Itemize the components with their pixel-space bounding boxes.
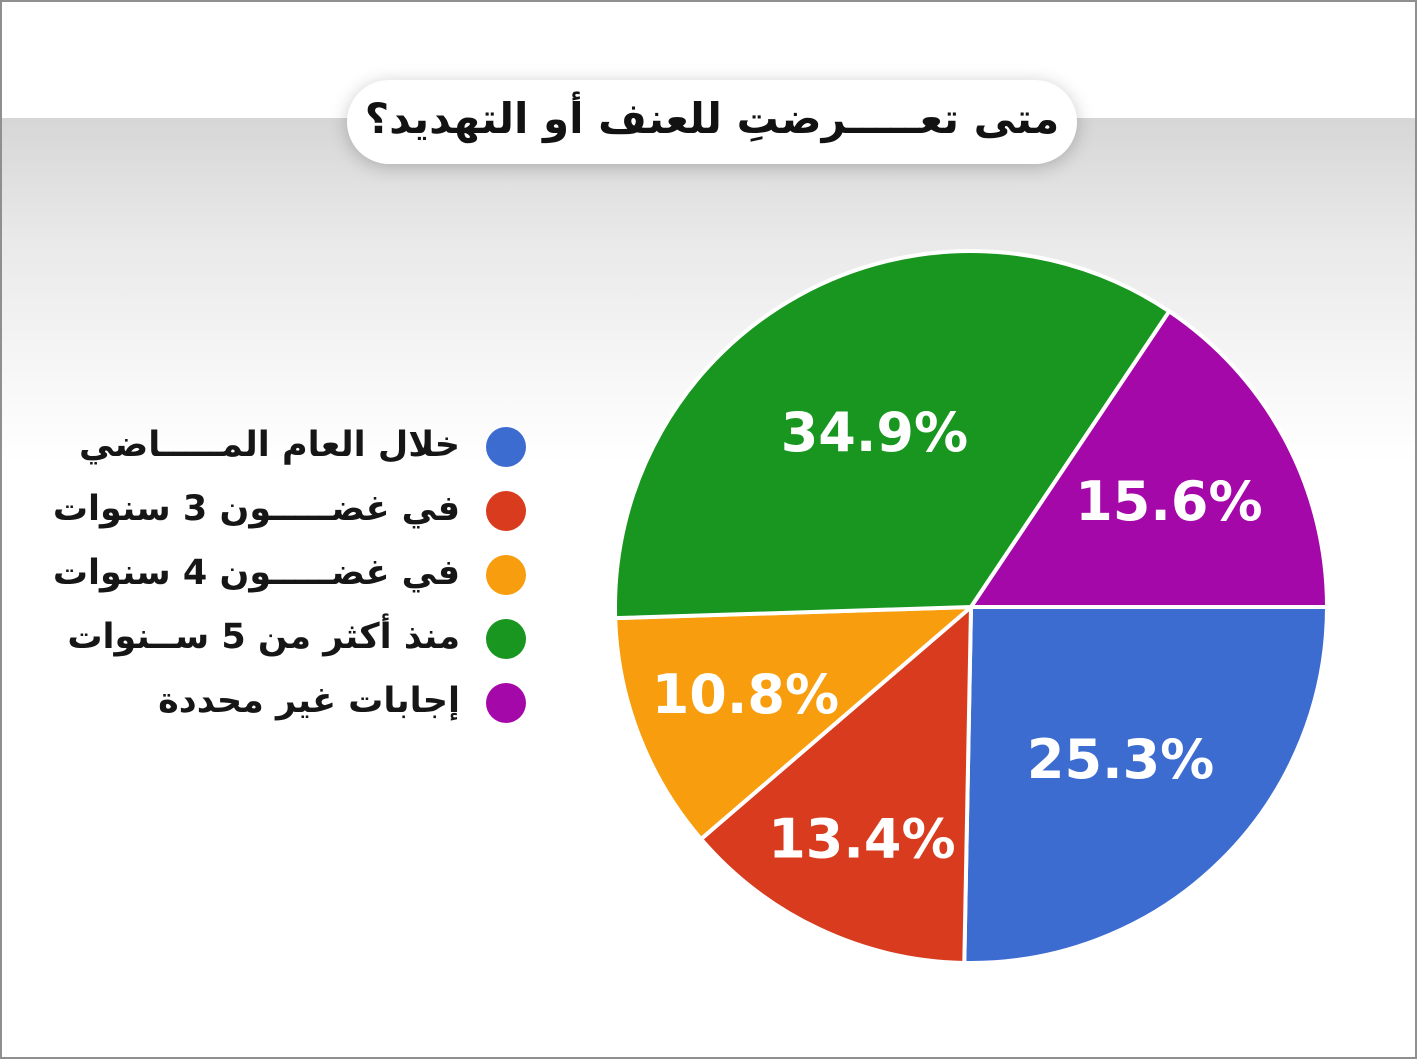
chart-title: متى تعـــــرضتِ للعنف أو التهديد؟: [364, 94, 1060, 143]
legend-color-dot: [486, 491, 526, 531]
legend-item-4: إجابات غير محددة: [6, 671, 526, 735]
legend-item-2: في غضـــــون 4 سنوات: [6, 543, 526, 607]
legend-item-1: في غضـــــون 3 سنوات: [6, 479, 526, 543]
legend-label: إجابات غير محددة: [158, 680, 460, 721]
slice-percent-label-3: 34.9%: [781, 401, 968, 464]
pie-slice-4: [969, 309, 1329, 609]
legend: خلال العام المـــــاضي في غضـــــون 3 سنو…: [6, 415, 526, 735]
pie-chart: 25.3% 13.4% 10.8% 34.9% 15.6%: [613, 249, 1329, 965]
slice-percent-label-4: 15.6%: [1075, 470, 1262, 533]
legend-label: في غضـــــون 4 سنوات: [52, 552, 460, 593]
legend-color-dot: [486, 555, 526, 595]
legend-label: في غضـــــون 3 سنوات: [52, 488, 460, 529]
slice-percent-label-1: 13.4%: [768, 807, 955, 870]
pie-slice-1: [699, 605, 973, 965]
legend-label: خلال العام المـــــاضي: [78, 424, 460, 465]
pie-slice-3: [613, 249, 1172, 621]
legend-color-dot: [486, 619, 526, 659]
title-pill: متى تعـــــرضتِ للعنف أو التهديد؟: [347, 80, 1077, 164]
legend-item-0: خلال العام المـــــاضي: [6, 415, 526, 479]
slice-percent-label-2: 10.8%: [652, 663, 839, 726]
legend-label: منذ أكثر من 5 ســنوات: [67, 616, 460, 657]
slice-percent-label-0: 25.3%: [1027, 728, 1214, 791]
legend-color-dot: [486, 683, 526, 723]
legend-item-3: منذ أكثر من 5 ســنوات: [6, 607, 526, 671]
pie-slice-0: [962, 605, 1329, 965]
pie-slice-2: [613, 605, 973, 842]
legend-color-dot: [486, 427, 526, 467]
